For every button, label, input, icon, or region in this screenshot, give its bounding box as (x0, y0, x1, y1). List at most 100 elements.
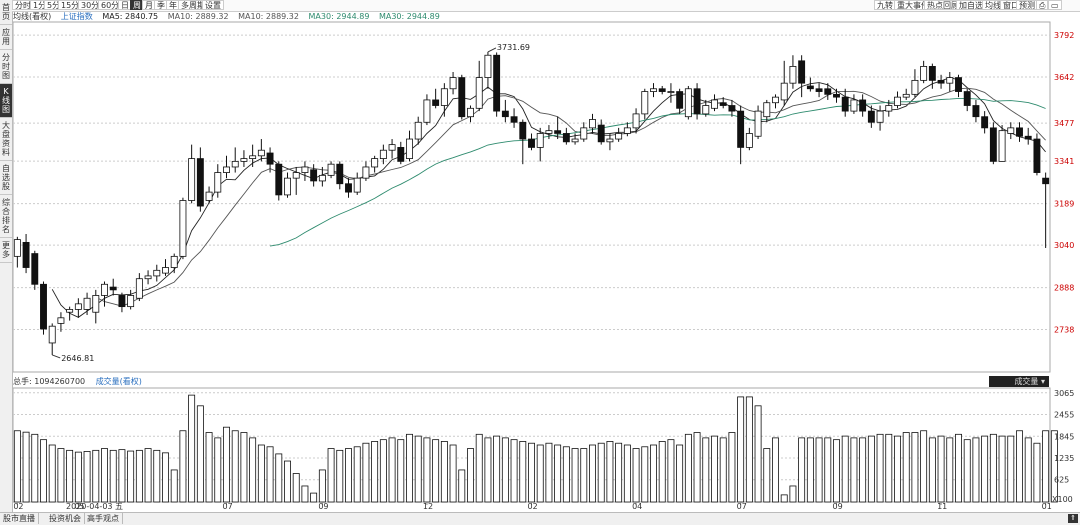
candle (40, 281, 47, 335)
volume-bar (667, 439, 675, 503)
candle (118, 292, 126, 313)
candle-body-down (798, 60, 806, 84)
candle (693, 83, 701, 120)
candle-body-up (205, 191, 213, 201)
candle (658, 85, 666, 95)
candle-body-down (989, 127, 997, 162)
x-tick-label: 07 (737, 502, 747, 511)
candle-body-up (754, 110, 762, 137)
candle (528, 133, 535, 151)
volume-bar (841, 435, 849, 503)
candle (562, 127, 570, 145)
scroll-top-icon[interactable]: ⇑ (1068, 514, 1078, 523)
volume-bar (101, 448, 108, 503)
candle-body-up (379, 149, 387, 159)
candle (162, 259, 169, 276)
period-btn-settings[interactable]: 设置 (202, 0, 224, 10)
candle-body-down (510, 116, 518, 123)
ma30b-value: MA30: 2944.89 (378, 12, 440, 21)
volume-bar (519, 441, 527, 503)
bottom-tab-opportunity[interactable]: 投资机会 (46, 513, 85, 524)
candle-body-up (223, 166, 230, 173)
sidebar-tab-apps[interactable]: 应用 (0, 25, 12, 50)
candle (972, 99, 980, 123)
candle (467, 105, 474, 123)
volume-bar (763, 448, 771, 503)
sidebar-tab-ranking[interactable]: 综合排名 (0, 195, 12, 238)
candle (22, 234, 30, 274)
volume-indicator-dropdown[interactable]: 成交量 ▾ (989, 376, 1049, 387)
volume-bar (179, 430, 187, 503)
low-annotation: 2646.81 (61, 354, 94, 363)
candle-body-down (737, 110, 745, 148)
candle-body-down (719, 102, 727, 106)
candle (179, 197, 187, 260)
volume-bar (650, 444, 657, 503)
sidebar-tab-watchlist[interactable]: 自选股 (0, 161, 12, 195)
candle (109, 278, 117, 296)
volume-bar (153, 449, 161, 503)
kline-chart[interactable]: 2738 2888 3040 3189 3341 3477 3642 3792 625 1235 1… (0, 0, 1080, 512)
bottom-tab-broadcast[interactable]: 股市直播 (0, 513, 39, 524)
volume-bar (223, 426, 230, 503)
candle-body-up (414, 121, 422, 140)
candle-body-up (327, 163, 335, 176)
bottom-tab-expert[interactable]: 高手观点 (84, 513, 123, 524)
candle (876, 105, 884, 131)
ma-setting-label[interactable]: 均线(看权) (13, 12, 52, 21)
volume-tick-label: 3065 (1054, 389, 1074, 398)
candle (676, 88, 684, 114)
candle-body-up (362, 166, 370, 179)
tool-nine-turn-button[interactable]: 九转 (874, 0, 896, 10)
candle-body-up (127, 295, 135, 308)
candle (458, 74, 466, 120)
volume-bar (310, 492, 318, 503)
candle (519, 119, 527, 165)
candle-body-up (188, 158, 196, 201)
price-grid (12, 21, 1051, 503)
candle (501, 99, 509, 123)
candle-body-up (162, 267, 169, 274)
candle-body-down (1033, 138, 1041, 173)
volume-bar (475, 433, 483, 503)
ma30-value: MA30: 2944.89 (308, 12, 370, 21)
sidebar-tab-kline[interactable]: K线图 (0, 84, 12, 118)
candle (754, 105, 762, 140)
volume-bar (1033, 442, 1041, 503)
candle-body-down (815, 88, 823, 92)
volume-bar (275, 453, 283, 503)
sidebar-tab-timeshare[interactable]: 分时图 (0, 50, 12, 84)
candle (101, 281, 108, 307)
candle-body-down (562, 133, 570, 143)
candle (345, 178, 352, 198)
volume-bar (74, 451, 82, 503)
volume-bar (597, 442, 605, 503)
candle (571, 133, 579, 145)
candle-body-up (92, 295, 100, 313)
candle (231, 147, 239, 173)
volume-indicator[interactable]: 成交量(看权) (95, 377, 142, 386)
candle (989, 122, 997, 165)
candle-body-down (501, 110, 509, 118)
volume-bar (728, 432, 736, 503)
window-icon[interactable]: ▭ (1048, 0, 1062, 10)
candle-body-up (641, 91, 649, 115)
sidebar-tab-more[interactable]: 更多 (0, 238, 12, 263)
volume-bar (467, 448, 474, 503)
candle-body-down (458, 77, 466, 118)
ma10b-value: MA10: 2889.32 (238, 12, 299, 21)
volume-bar (772, 437, 779, 503)
candle-body-up (48, 325, 56, 344)
volume-bar (833, 439, 840, 503)
tool-forecast-button[interactable]: 预测 (1016, 0, 1038, 10)
price-tick-label: 3642 (1054, 73, 1074, 82)
candle-body-down (196, 158, 204, 207)
volume-bar (292, 473, 300, 503)
candle-body-up (615, 133, 623, 140)
candle (48, 323, 56, 355)
sidebar-tab-market-data[interactable]: 大盘资料 (0, 118, 12, 161)
print-icon[interactable]: ⎙ (1036, 0, 1049, 10)
candle (144, 270, 152, 285)
candle (711, 94, 718, 112)
sidebar-tab-home[interactable]: 首页 (0, 0, 12, 25)
